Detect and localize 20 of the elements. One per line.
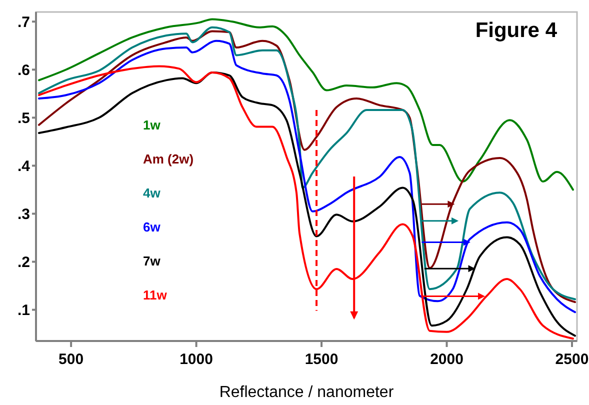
y-tick-label: .4: [17, 158, 31, 175]
text: 7w: [143, 254, 162, 269]
x-tick-label: 2000: [430, 351, 464, 368]
y-tick-label: .5: [17, 110, 30, 127]
x-tick-label: 2500: [555, 351, 589, 368]
text: 11w: [143, 288, 168, 303]
text: 4w: [143, 186, 162, 201]
y-tick-label: .3: [17, 206, 30, 223]
text: 1w: [143, 118, 162, 133]
x-tick-label: 1500: [304, 351, 338, 368]
y-tick-label: .2: [17, 254, 30, 271]
x-axis-title: Reflectance / nanometer: [219, 384, 394, 401]
x-tick-label: 500: [58, 351, 84, 368]
text: 6w: [143, 220, 162, 235]
y-tick-label: .6: [17, 62, 30, 79]
text: Am (2w): [143, 152, 194, 167]
y-tick-label: .1: [17, 302, 30, 320]
y-tick-label: .7: [17, 14, 30, 31]
x-tick-label: 1000: [180, 351, 213, 368]
chart-title: Figure 4: [475, 19, 558, 42]
